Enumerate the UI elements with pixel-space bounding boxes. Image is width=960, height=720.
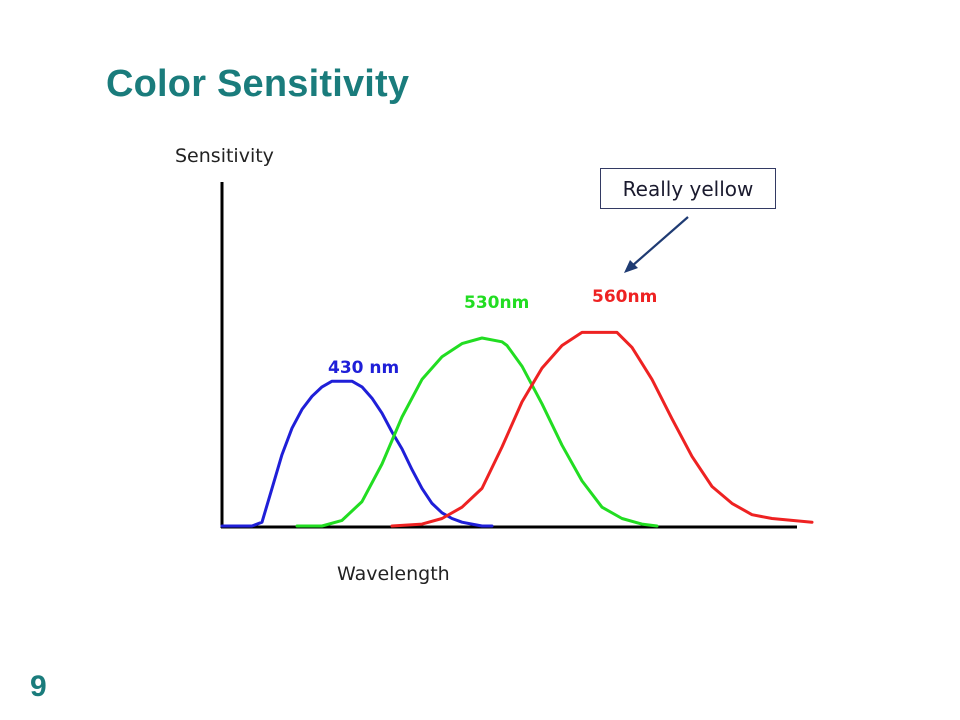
series-line-430nm [220,379,494,528]
y-axis-label: Sensitivity [175,145,274,167]
callout-really-yellow: Really yellow [600,168,776,209]
series-label-560nm: 560nm [592,287,657,307]
series-layer [220,330,814,528]
callout-arrow-head [624,260,638,273]
page-number: 9 [30,670,47,703]
series-label-430nm: 430 nm [328,358,399,378]
series-line-530nm [295,336,659,528]
series-line-560nm [390,330,814,528]
x-axis-label: Wavelength [337,563,450,585]
slide-title: Color Sensitivity [106,63,410,105]
callout-arrow-line [631,216,689,267]
series-label-530nm: 530nm [464,293,529,313]
